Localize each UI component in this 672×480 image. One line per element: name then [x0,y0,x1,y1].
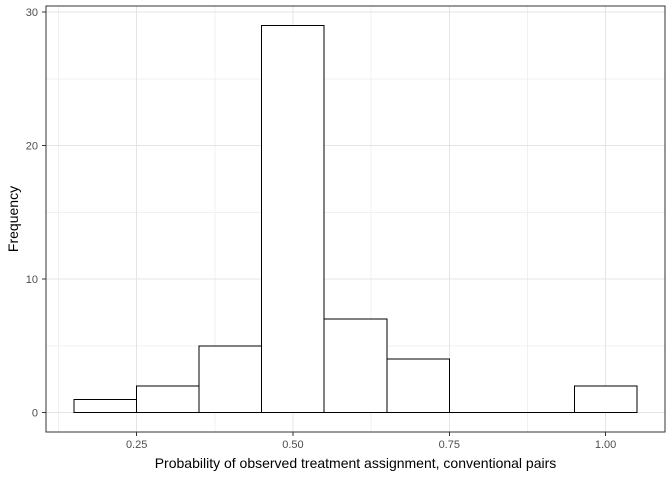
histogram-bar [386,358,450,414]
x-axis-tick-label: 0.25 [126,439,147,451]
x-axis-tick-label: 1.00 [595,439,616,451]
histogram-bar [73,398,138,414]
histogram-bar [261,24,325,414]
histogram-bar [198,345,263,414]
panel-border [45,5,666,433]
x-axis-tick-label: 0.75 [439,439,460,451]
histogram-bar [573,385,638,414]
histogram-bar [136,385,200,414]
y-axis-tick-label: 0 [32,408,38,420]
y-axis-tick-label: 30 [26,7,38,19]
y-axis-title: Frequency [5,185,21,253]
y-axis-tick-label: 10 [26,274,38,286]
x-axis-title: Probability of observed treatment assign… [154,455,557,471]
x-axis-tick-label: 0.50 [282,439,303,451]
histogram-bar [323,318,388,414]
y-axis-tick-label: 20 [26,141,38,153]
